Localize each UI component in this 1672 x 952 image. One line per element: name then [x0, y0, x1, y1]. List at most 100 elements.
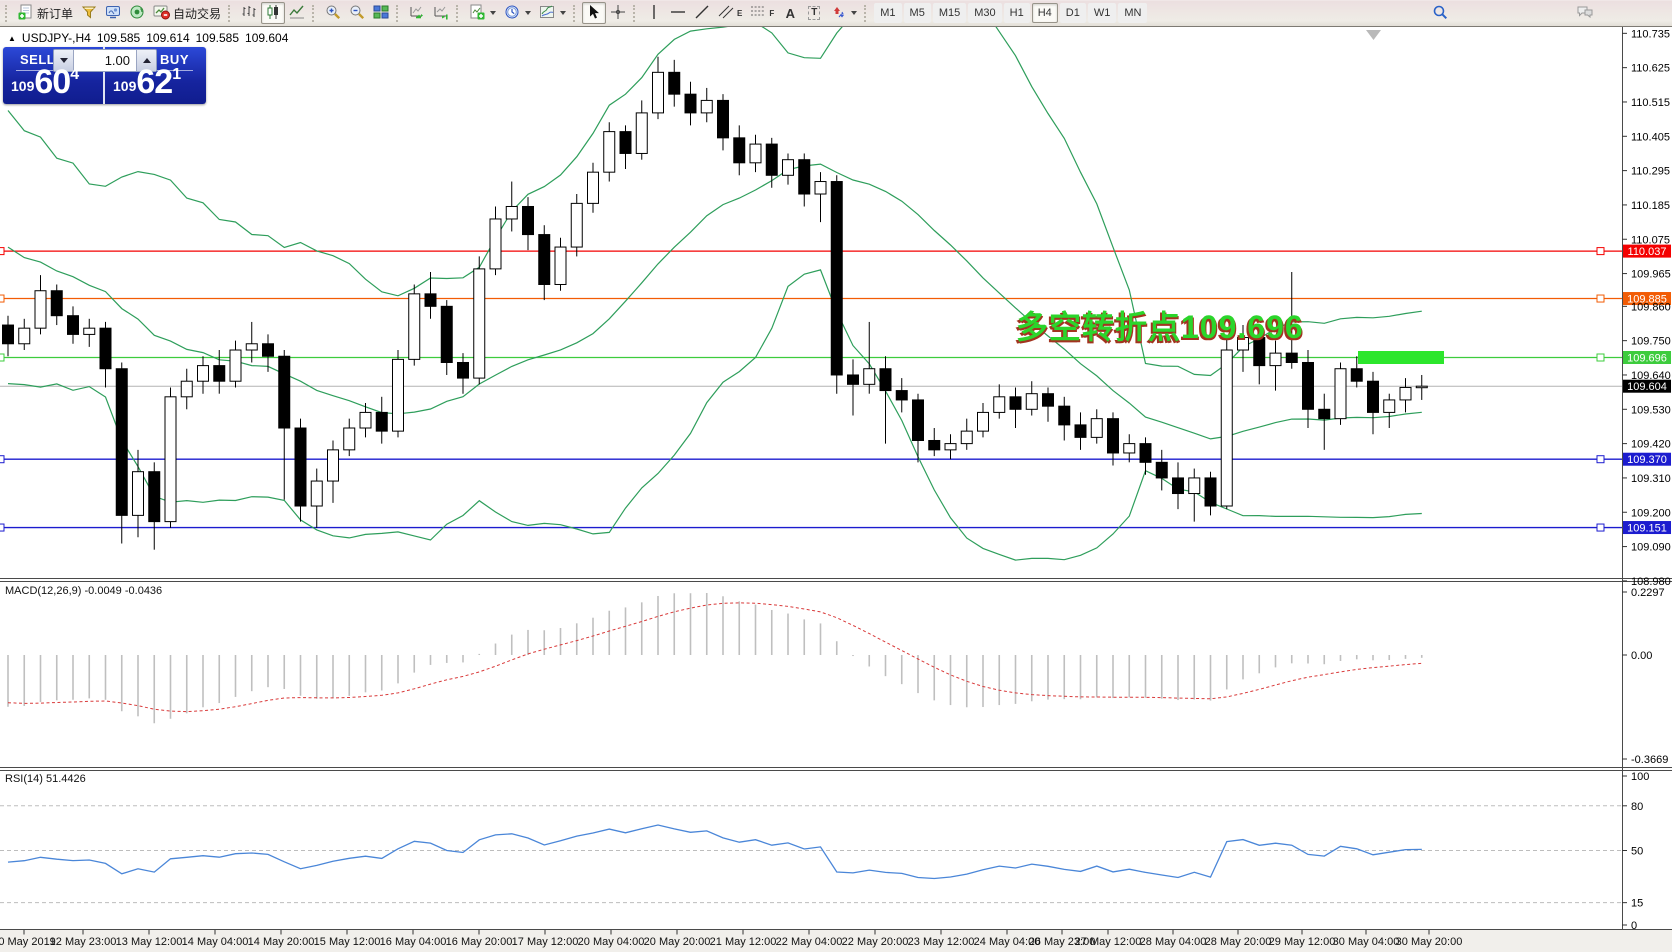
toolbar-grip [864, 4, 869, 22]
sell-price[interactable]: 109604 [11, 63, 80, 101]
trendline-icon [694, 4, 710, 23]
ohlc-low: 109.585 [195, 31, 240, 45]
trendline-button[interactable] [690, 2, 714, 24]
templates-icon [539, 4, 555, 23]
svg-text:21 May 12:00: 21 May 12:00 [710, 936, 777, 948]
svg-text:15 May 12:00: 15 May 12:00 [314, 936, 381, 948]
equidistant-channel-icon [718, 4, 734, 23]
arrows-button[interactable] [826, 2, 861, 24]
fibonacci-icon [750, 4, 766, 23]
chat-button[interactable] [1572, 2, 1598, 24]
svg-text:16 May 04:00: 16 May 04:00 [380, 936, 447, 948]
buy-button[interactable]: BUY [156, 52, 193, 71]
tile-windows-icon [373, 4, 389, 23]
panel-divider [103, 47, 105, 104]
bar-chart-icon [241, 4, 257, 23]
svg-text:109.640: 109.640 [1631, 370, 1671, 382]
vertical-line-button[interactable] [642, 2, 666, 24]
cursor-icon [586, 4, 602, 23]
zoom-out-icon [349, 4, 365, 23]
rsi-label: RSI(14) 51.4426 [5, 773, 86, 785]
svg-text:0.2297: 0.2297 [1631, 587, 1665, 599]
auto-scroll-button[interactable] [405, 2, 429, 24]
chart-shift-button[interactable] [429, 2, 453, 24]
text-label-button[interactable]: T [802, 2, 826, 24]
toolbar-grip [312, 4, 317, 22]
svg-text:109.370: 109.370 [1627, 454, 1667, 466]
zoom-out-button[interactable] [345, 2, 369, 24]
cursor-button[interactable] [582, 2, 607, 24]
svg-text:50: 50 [1631, 846, 1643, 858]
svg-text:110.515: 110.515 [1631, 97, 1670, 109]
market-watch-button[interactable] [77, 2, 101, 24]
data-window-button[interactable] [125, 2, 149, 24]
line-chart-button[interactable] [285, 2, 309, 24]
svg-text:24 May 04:00: 24 May 04:00 [974, 936, 1041, 948]
collapse-triangle-icon: ▲ [8, 33, 16, 43]
svg-text:109.420: 109.420 [1631, 439, 1671, 451]
autotrade-button[interactable]: 自动交易 [149, 2, 225, 24]
tf-button-d1[interactable]: D1 [1059, 3, 1086, 23]
svg-text:109.750: 109.750 [1631, 336, 1671, 348]
text-button[interactable]: A [778, 2, 802, 24]
tf-button-mn[interactable]: MN [1118, 3, 1148, 23]
svg-text:109.604: 109.604 [1627, 381, 1667, 393]
svg-text:12 May 23:00: 12 May 23:00 [50, 936, 117, 948]
svg-text:28 May 20:00: 28 May 20:00 [1205, 936, 1272, 948]
profiles-button[interactable] [101, 2, 125, 24]
svg-text:0: 0 [1631, 920, 1637, 932]
tf-button-m15[interactable]: M15 [932, 3, 967, 23]
tf-button-h4[interactable]: H4 [1031, 3, 1058, 23]
volume-decrease-button[interactable] [54, 50, 74, 71]
svg-text:30 May 04:00: 30 May 04:00 [1333, 936, 1400, 948]
svg-text:110.625: 110.625 [1631, 63, 1670, 75]
crosshair-button[interactable] [606, 2, 630, 24]
horizontal-line-button[interactable] [666, 2, 690, 24]
dropdown-caret-icon [851, 11, 858, 15]
svg-text:109.860: 109.860 [1631, 301, 1671, 313]
svg-text:110.037: 110.037 [1628, 246, 1667, 258]
market-watch-icon [81, 4, 97, 23]
svg-text:110.185: 110.185 [1631, 200, 1670, 212]
tf-button-m1[interactable]: M1 [874, 3, 902, 23]
sell-button[interactable]: SELL [16, 52, 60, 71]
volume-input[interactable] [74, 50, 136, 71]
autotrade-icon [153, 4, 171, 23]
new-order-label: 新订单 [37, 6, 74, 21]
svg-text:10 May 2019: 10 May 2019 [0, 936, 56, 948]
svg-text:109.310: 109.310 [1631, 473, 1671, 485]
indicators-button[interactable] [465, 2, 500, 24]
periods-button[interactable] [500, 2, 535, 24]
tf-button-w1[interactable]: W1 [1087, 3, 1117, 23]
search-icon [1432, 4, 1448, 23]
equidistant-channel-button[interactable]: E [714, 2, 746, 24]
new-order-button[interactable]: 新订单 [14, 2, 77, 24]
chart-annotation-text: 多空转折点109.696 [1016, 309, 1304, 345]
symbol-period: USDJPY-,H4 [21, 31, 91, 45]
templates-button[interactable] [535, 2, 570, 24]
svg-text:17 May 12:00: 17 May 12:00 [512, 936, 579, 948]
candlestick-chart-button[interactable] [261, 2, 286, 24]
zoom-in-button[interactable] [321, 2, 345, 24]
toolbar-grip [456, 4, 461, 22]
chart-shift-icon [433, 4, 449, 23]
bar-chart-button[interactable] [237, 2, 261, 24]
tile-windows-button[interactable] [369, 2, 393, 24]
channel-glyph: E [737, 8, 743, 18]
fibonacci-button[interactable]: F [746, 2, 778, 24]
toolbar-grip [228, 4, 233, 22]
svg-text:29 May 12:00: 29 May 12:00 [1269, 936, 1336, 948]
svg-text:109.530: 109.530 [1631, 404, 1671, 416]
svg-text:110.295: 110.295 [1631, 166, 1670, 178]
buy-price[interactable]: 109621 [113, 63, 182, 101]
search-button[interactable] [1428, 2, 1452, 24]
tf-button-m30[interactable]: M30 [968, 3, 1002, 23]
svg-text:15: 15 [1631, 898, 1643, 910]
svg-text:30 May 20:00: 30 May 20:00 [1396, 936, 1463, 948]
tf-button-h1[interactable]: H1 [1003, 3, 1030, 23]
svg-text:80: 80 [1631, 801, 1643, 813]
volume-increase-button[interactable] [136, 50, 156, 71]
tf-button-m5[interactable]: M5 [903, 3, 931, 23]
